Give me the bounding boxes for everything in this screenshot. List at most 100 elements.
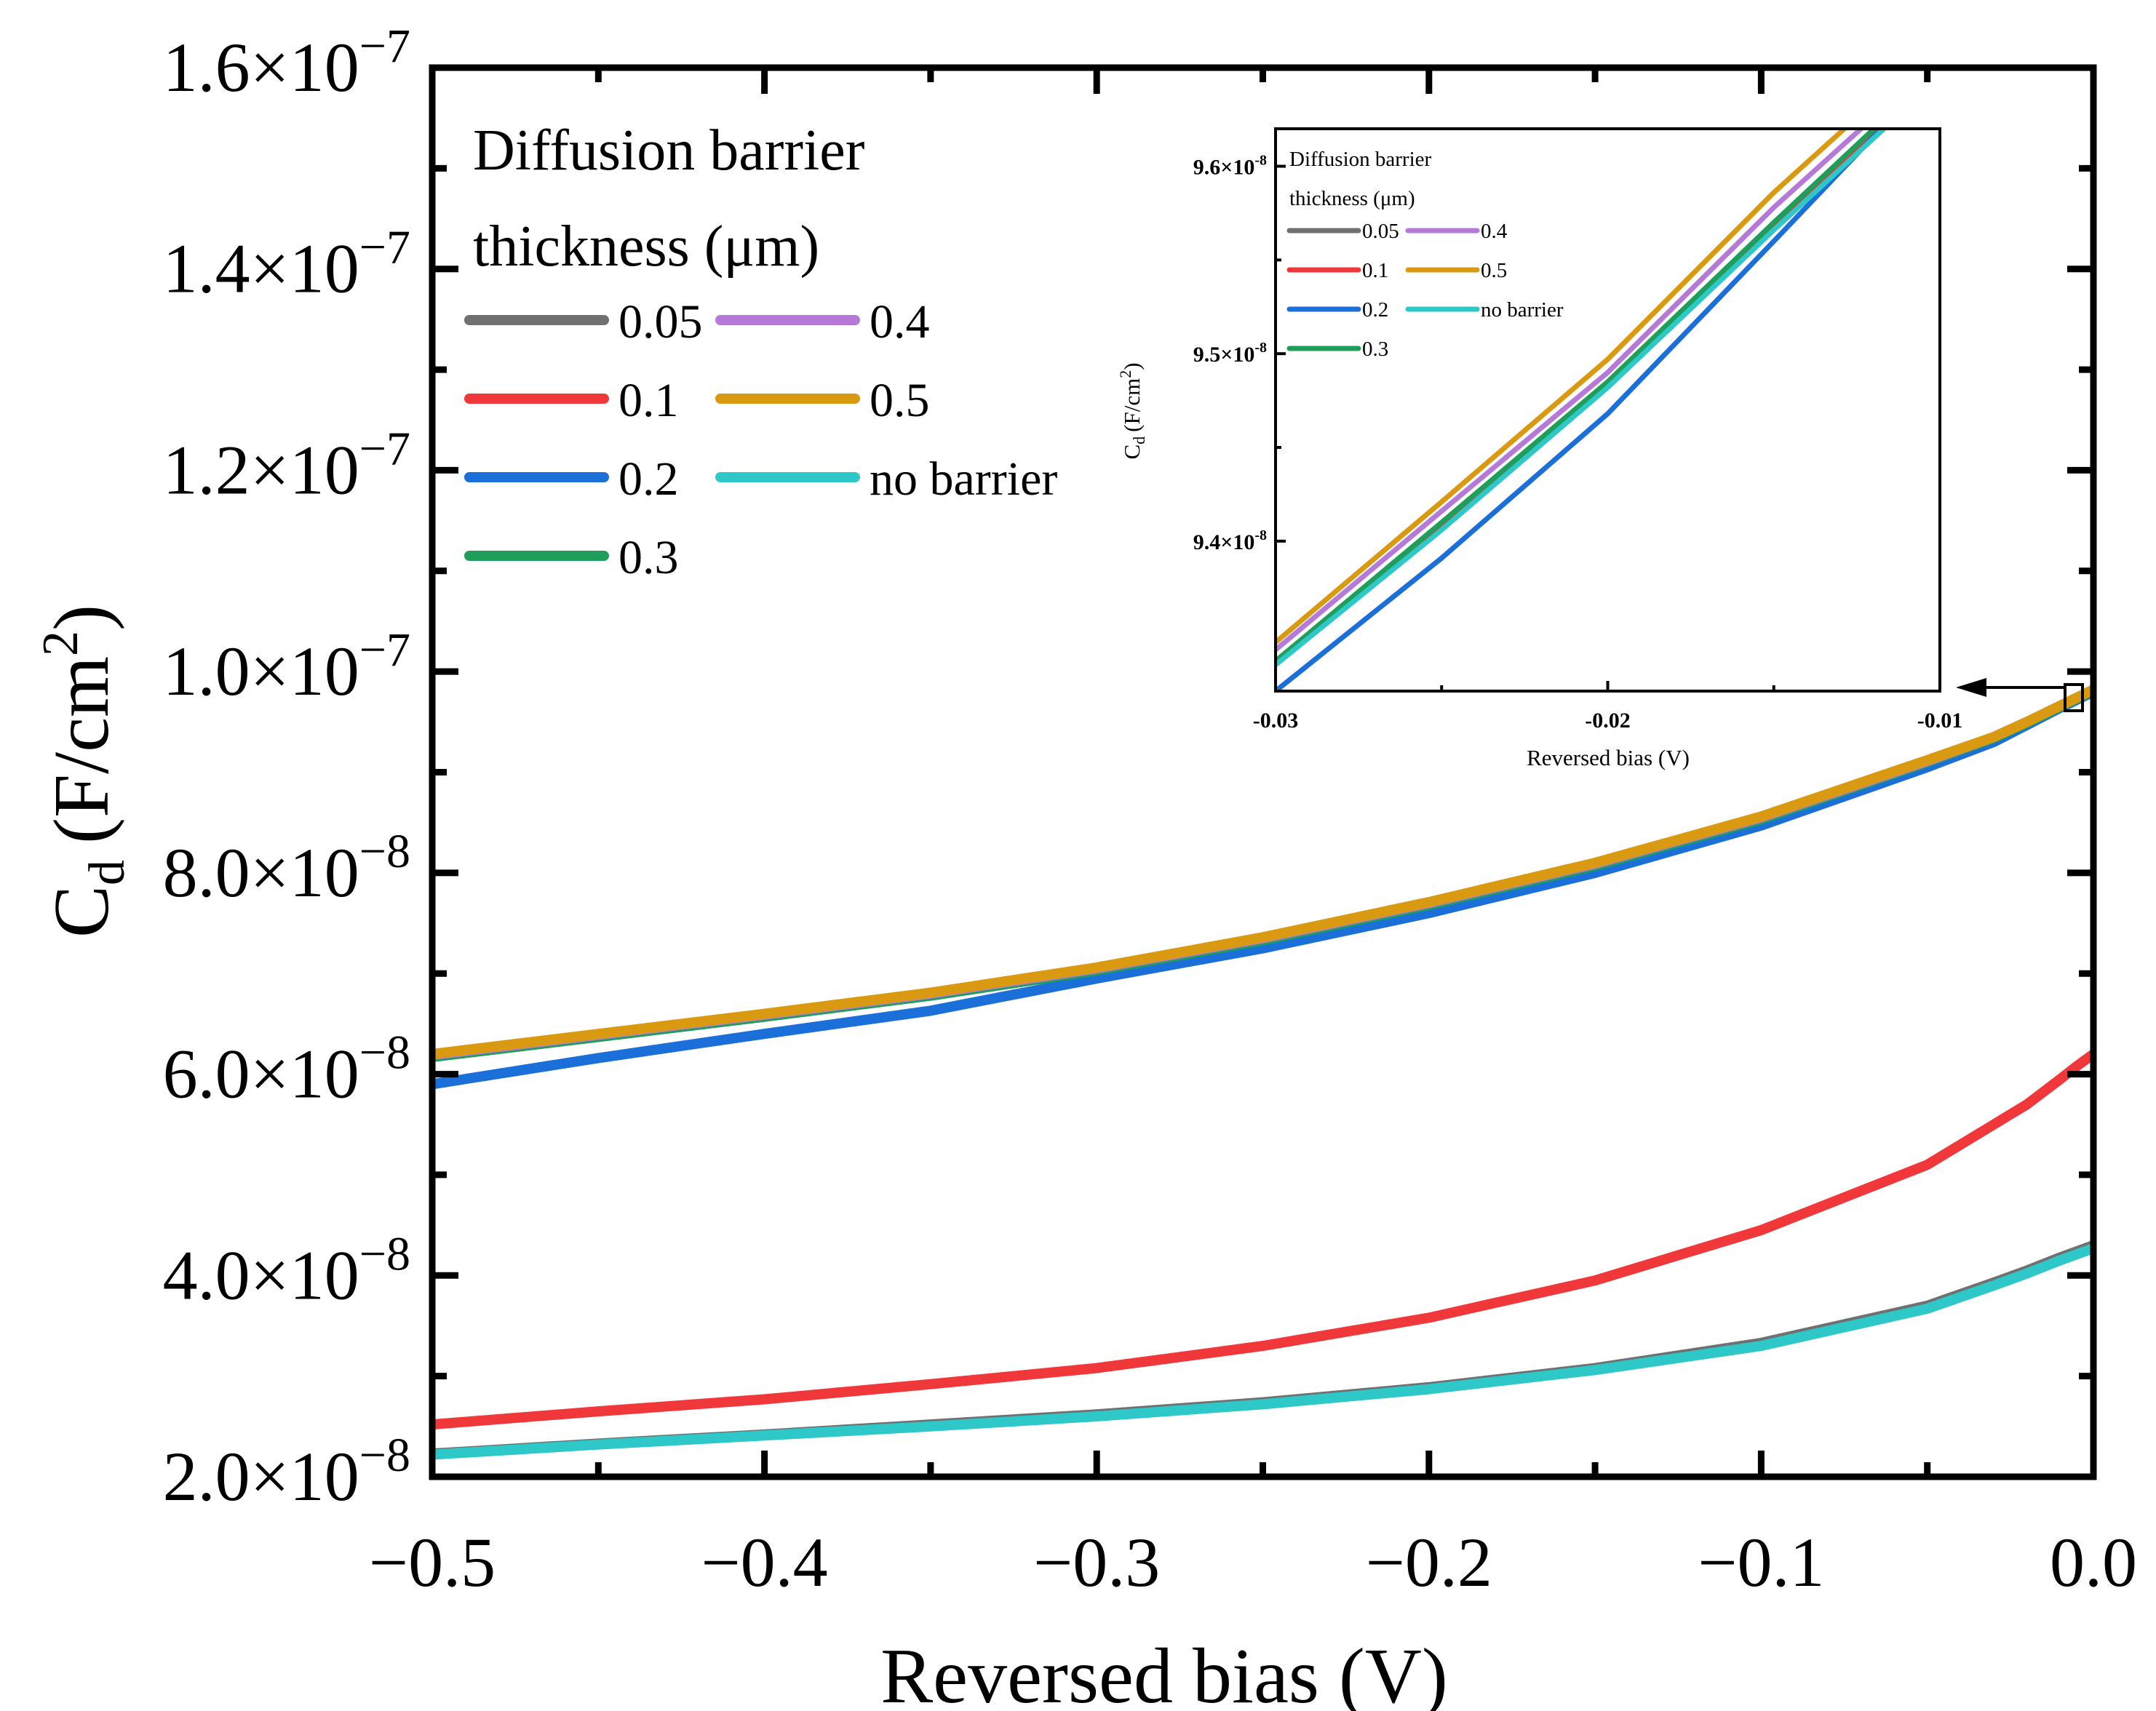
inset-x-tick-label: -0.01 [1917,709,1963,733]
inset-y-axis-title-subscript: d [1130,436,1148,444]
x-tick-label: −0.2 [1366,1523,1492,1601]
inset-y-tick-label: 9.4×10-8 [1193,527,1267,554]
inset-tick-marks [1274,164,1941,691]
y-tick-label-mantissa: 1.4×10 [163,230,359,308]
inset-series-group [1276,129,1888,691]
main-tick-marks [429,64,2097,1480]
y-axis-title: Cd (F/cm2) [33,605,135,938]
y-axis-title-unit-sup: 2 [33,631,89,656]
legend-label-5: 0.5 [870,374,930,427]
x-tick-label: −0.5 [369,1523,496,1601]
inset-chart: 9.4×10-89.5×10-89.6×10-8 -0.03 -0.02 -0.01… [1116,127,1963,770]
inset-y-axis-title-unit: (F/cm [1119,378,1145,432]
inset-y-axis-title: Cd (F/cm2) [1116,362,1148,459]
y-tick-label-exponent: −8 [359,1227,410,1280]
y-tick-label-exponent: −8 [359,825,410,878]
series-line-5 [432,685,2093,1059]
y-tick-label: 4.0×10−8 [163,1227,410,1314]
y-axis-title-main: C [39,885,125,938]
inset-y-tick-label-mantissa: 9.6×10 [1193,156,1255,180]
inset-y-axis-title-unit-sup: 2 [1116,370,1134,378]
inset-y-tick-label-exponent: -8 [1254,340,1267,356]
legend-label-1: 0.1 [618,374,679,427]
inset-legend-label-2: 0.2 [1362,298,1388,322]
inset-y-tick-label-mantissa: 9.4×10 [1193,530,1255,554]
inset-legend: Diffusion barrier thickness (μm) 0.05 0.1… [1286,148,1564,361]
inset-series-line-4 [1276,129,1865,653]
y-tick-label-exponent: −7 [359,20,410,73]
inset-y-tick-label: 9.6×10-8 [1193,153,1267,180]
legend-label-3: 0.3 [618,531,679,584]
inset-background [1276,129,1940,691]
inset-legend-label-4: 0.4 [1481,220,1508,243]
series-line-1 [432,1048,2093,1430]
series-line-6 [432,1243,2093,1460]
inset-series-line-2 [1276,129,1885,691]
y-tick-label: 8.0×10−8 [163,825,410,912]
inset-series-line-5 [1276,129,1848,645]
zoom-region-box [2064,683,2084,712]
inset-x-tick-label: -0.03 [1253,709,1299,733]
inset-y-tick-labels: 9.4×10-89.5×10-89.6×10-8 [1193,153,1267,554]
inset-y-axis-title-main: C [1119,444,1145,460]
y-axis-title-subscript: d [79,860,135,885]
y-tick-label-exponent: −7 [359,422,410,475]
x-tick-label: −0.4 [701,1523,828,1601]
inset-legend-title-line1: Diffusion barrier [1289,148,1431,171]
legend-label-2: 0.2 [618,452,679,506]
main-series-group [432,685,2093,1460]
y-tick-label-mantissa: 1.0×10 [163,632,359,710]
y-tick-label-mantissa: 1.2×10 [163,431,359,508]
main-x-tick-labels: −0.5 −0.4 −0.3 −0.2 −0.1 0.0 [369,1523,2137,1601]
inset-y-tick-label: 9.5×10-8 [1193,340,1267,367]
y-tick-label-mantissa: 8.0×10 [163,834,359,912]
inset-series-line-3 [1276,129,1878,664]
main-y-tick-labels: 2.0×10−84.0×10−86.0×10−88.0×10−81.0×10−7… [163,20,410,1515]
inset-legend-label-3: 0.3 [1362,338,1388,361]
legend-title-line1: Diffusion barrier [473,119,864,183]
inset-legend-title-line2: thickness (μm) [1289,187,1415,210]
y-tick-label-exponent: −8 [359,1026,410,1080]
y-axis-title-unit: (F/cm [39,656,125,844]
y-tick-label: 6.0×10−8 [163,1026,410,1113]
y-tick-label-exponent: −7 [359,221,410,274]
y-tick-label: 1.4×10−7 [163,221,410,308]
main-legend-items: 0.05 0.1 0.2 0.3 0.4 0.5 no barrier [464,295,1057,584]
y-tick-label-exponent: −8 [359,1429,410,1482]
legend-title-line2: thickness (μm) [473,215,819,279]
y-tick-label: 1.6×10−7 [163,20,410,106]
series-line-3 [432,685,2093,1063]
inset-legend-label-5: 0.5 [1481,259,1507,282]
main-legend: Diffusion barrier thickness (μm) 0.05 0.1… [464,119,1057,584]
x-tick-label: 0.0 [2050,1523,2137,1601]
legend-label-0: 0.05 [618,295,703,348]
inset-legend-label-1: 0.1 [1362,259,1388,282]
series-line-4 [432,685,2093,1061]
legend-label-6: no barrier [870,452,1057,506]
inset-legend-label-6: no barrier [1481,298,1564,322]
inset-y-tick-label-exponent: -8 [1254,153,1267,169]
inset-series-line-6 [1276,129,1888,668]
y-tick-label-mantissa: 2.0×10 [163,1437,359,1515]
y-tick-label: 1.2×10−7 [163,422,410,508]
inset-y-tick-label-exponent: -8 [1254,527,1267,543]
inset-x-axis-title: Reversed bias (V) [1527,745,1690,770]
zoom-arrow-head [1956,678,1986,697]
inset-x-tick-labels: -0.03 -0.02 -0.01 [1253,709,1963,733]
inset-legend-items: 0.05 0.1 0.2 0.3 0.4 0.5 no barrier [1286,220,1564,361]
x-axis-title: Reversed bias (V) [880,1633,1448,1711]
inset-y-tick-label-mantissa: 9.5×10 [1193,343,1255,367]
inset-x-tick-label: -0.02 [1585,709,1631,733]
inset-y-axis-title-unit-close: ) [1119,362,1145,370]
x-tick-label: −0.3 [1033,1523,1160,1601]
y-tick-label-mantissa: 6.0×10 [163,1035,359,1113]
y-axis-title-unit-close: ) [39,605,125,631]
legend-label-4: 0.4 [870,295,930,348]
inset-legend-label-0: 0.05 [1362,220,1399,243]
y-tick-label: 2.0×10−8 [163,1429,410,1515]
y-tick-label-mantissa: 4.0×10 [163,1236,359,1314]
y-tick-label-mantissa: 1.6×10 [163,28,359,106]
y-tick-label: 1.0×10−7 [163,623,410,710]
y-tick-label-exponent: −7 [359,623,410,677]
